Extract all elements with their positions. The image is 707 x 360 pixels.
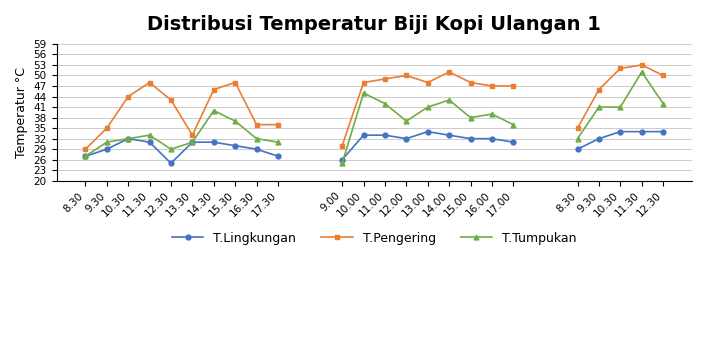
T.Tumpukan <box>146 133 154 137</box>
T.Lingkungan <box>274 154 282 158</box>
T.Pengering <box>124 94 132 99</box>
T.Lingkungan <box>167 161 175 165</box>
T.Tumpukan <box>188 140 197 144</box>
Line: T.Tumpukan: T.Tumpukan <box>83 108 281 159</box>
T.Pengering <box>188 133 197 137</box>
T.Lingkungan <box>103 147 111 151</box>
T.Pengering <box>231 80 240 85</box>
T.Tumpukan <box>81 154 90 158</box>
T.Pengering <box>209 87 218 92</box>
T.Pengering <box>81 147 90 151</box>
T.Tumpukan <box>231 119 240 123</box>
T.Tumpukan <box>274 140 282 144</box>
T.Pengering <box>146 80 154 85</box>
Line: T.Pengering: T.Pengering <box>83 80 281 152</box>
Title: Distribusi Temperatur Biji Kopi Ulangan 1: Distribusi Temperatur Biji Kopi Ulangan … <box>147 15 601 34</box>
T.Pengering <box>252 122 261 127</box>
Y-axis label: Temperatur °C: Temperatur °C <box>15 67 28 158</box>
T.Lingkungan <box>81 154 90 158</box>
T.Lingkungan <box>124 136 132 141</box>
T.Pengering <box>167 98 175 102</box>
T.Pengering <box>103 126 111 130</box>
T.Tumpukan <box>124 136 132 141</box>
T.Lingkungan <box>146 140 154 144</box>
T.Lingkungan <box>209 140 218 144</box>
Legend: T.Lingkungan, T.Pengering, T.Tumpukan: T.Lingkungan, T.Pengering, T.Tumpukan <box>167 227 581 250</box>
T.Tumpukan <box>167 147 175 151</box>
Line: T.Lingkungan: T.Lingkungan <box>83 136 281 166</box>
T.Lingkungan <box>188 140 197 144</box>
T.Tumpukan <box>252 136 261 141</box>
T.Tumpukan <box>209 108 218 113</box>
T.Lingkungan <box>252 147 261 151</box>
T.Lingkungan <box>231 144 240 148</box>
T.Tumpukan <box>103 140 111 144</box>
T.Pengering <box>274 122 282 127</box>
